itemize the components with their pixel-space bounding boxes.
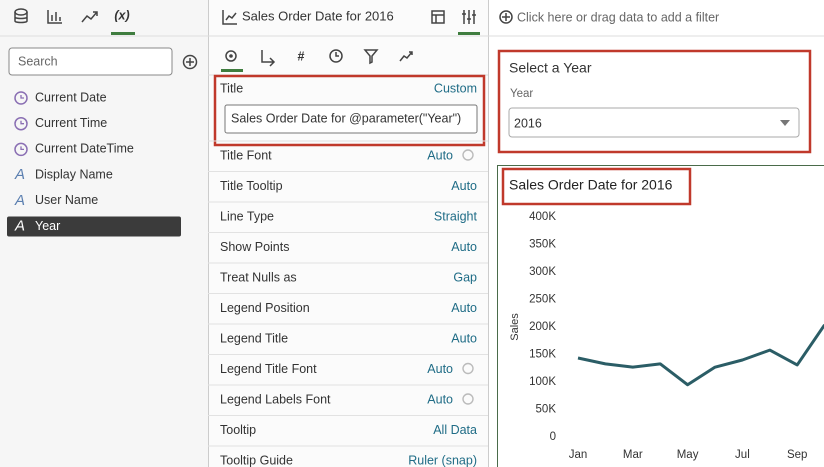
selector-label: Year xyxy=(510,88,533,100)
reset-icon xyxy=(462,393,474,405)
property-value[interactable]: Custom xyxy=(434,81,477,95)
property-label: Treat Nulls as xyxy=(220,270,297,284)
analytics-tab[interactable] xyxy=(399,51,413,62)
clock-hands xyxy=(20,120,24,125)
property-value[interactable]: Auto xyxy=(451,331,477,345)
y-tick-label: 300K xyxy=(529,266,556,278)
add-button[interactable] xyxy=(182,54,198,70)
reset-icon xyxy=(462,149,474,161)
y-tick-label: 400K xyxy=(529,211,556,223)
filter-tab[interactable] xyxy=(363,49,379,65)
data-item[interactable]: Current Date xyxy=(35,90,107,104)
x-tick-label: May xyxy=(677,449,699,461)
clock-hands xyxy=(20,146,24,151)
x-tick-label: Sep xyxy=(787,449,807,461)
text-icon: A xyxy=(14,217,25,234)
y-tick-label: 200K xyxy=(529,321,556,333)
property-label: Show Points xyxy=(220,240,289,254)
property-label: Tooltip xyxy=(220,423,256,437)
y-tick-label: 150K xyxy=(529,349,556,361)
property-value[interactable]: Gap xyxy=(453,270,477,284)
viz-icon[interactable] xyxy=(47,10,62,24)
filter-bar[interactable]: Click here or drag data to add a filter xyxy=(517,10,719,24)
y-tick-label: 50K xyxy=(536,404,557,416)
chart-panel xyxy=(497,165,824,467)
data-item[interactable]: Year xyxy=(35,219,60,233)
property-value[interactable]: Auto xyxy=(427,392,453,406)
line-series xyxy=(577,323,824,387)
highlight xyxy=(213,74,486,147)
y-tick-label: 0 xyxy=(550,431,556,443)
property-value[interactable]: Auto xyxy=(427,148,453,162)
general-tab[interactable] xyxy=(225,50,237,62)
property-label: Legend Position xyxy=(220,301,310,315)
property-label: Title xyxy=(220,81,243,95)
search-box[interactable] xyxy=(8,47,173,76)
variables-tab[interactable]: (x) xyxy=(114,8,129,22)
property-label: Legend Title Font xyxy=(220,362,317,376)
property-value[interactable]: All Data xyxy=(433,423,477,437)
property-value[interactable]: Auto xyxy=(427,362,453,376)
viz-type-icon xyxy=(222,10,237,25)
data-tabs: (x) xyxy=(14,8,135,35)
dropdown-value: 2016 xyxy=(514,116,542,130)
property-label: Line Type xyxy=(220,209,274,223)
data-item[interactable]: Current DateTime xyxy=(35,142,134,156)
search-placeholder: Search xyxy=(18,54,58,68)
year-dropdown[interactable] xyxy=(508,107,800,138)
property-value[interactable]: Straight xyxy=(434,209,478,223)
y-tick-label: 250K xyxy=(529,294,556,306)
property-value[interactable]: Auto xyxy=(451,240,477,254)
property-label: Legend Labels Font xyxy=(220,392,331,406)
grammar-icon[interactable] xyxy=(431,10,445,24)
selector-title: Select a Year xyxy=(509,60,592,76)
properties-icon[interactable] xyxy=(462,10,476,24)
title-input-text: Sales Order Date for @parameter("Year") xyxy=(231,111,461,125)
y-axis-label: Sales xyxy=(509,313,521,341)
analytics-icon[interactable] xyxy=(81,11,98,23)
data-item[interactable]: User Name xyxy=(35,193,98,207)
y-tick-label: 350K xyxy=(529,239,556,251)
x-tick-label: Jan xyxy=(569,449,588,461)
active-tab xyxy=(111,32,135,35)
property-value[interactable]: Auto xyxy=(451,179,477,193)
x-tick-label: Jul xyxy=(735,449,750,461)
property-label: Legend Title xyxy=(220,331,288,345)
data-item[interactable]: Display Name xyxy=(35,167,113,181)
clock-hands xyxy=(20,95,24,99)
chart-title: Sales Order Date for 2016 xyxy=(509,177,673,193)
panel-header: Sales Order Date for 2016 xyxy=(242,8,394,23)
clock-icon xyxy=(14,116,28,131)
text-icon: A xyxy=(14,192,25,209)
time-tab[interactable] xyxy=(329,49,343,63)
property-value[interactable]: Ruler (snap) xyxy=(408,453,477,467)
title-input[interactable] xyxy=(224,104,478,134)
property-label: Tooltip Guide xyxy=(220,453,293,467)
y-tick-label: 100K xyxy=(529,376,556,388)
add-filter-icon[interactable] xyxy=(499,10,513,24)
text-icon: A xyxy=(14,166,25,183)
highlight xyxy=(501,167,692,206)
clock-icon xyxy=(14,91,28,105)
properties-panel xyxy=(208,0,488,467)
axis-tab[interactable] xyxy=(261,50,276,67)
property-label: Title Tooltip xyxy=(220,179,283,193)
selected-item xyxy=(7,216,181,237)
values-tab[interactable]: # xyxy=(298,49,305,63)
property-label: Title Font xyxy=(220,148,272,162)
x-tick-label: Mar xyxy=(623,449,643,461)
clock-icon xyxy=(14,142,28,157)
data-item[interactable]: Current Time xyxy=(35,116,107,130)
property-value[interactable]: Auto xyxy=(451,301,477,315)
reset-icon xyxy=(462,362,474,375)
property-tabs: # xyxy=(221,49,413,72)
